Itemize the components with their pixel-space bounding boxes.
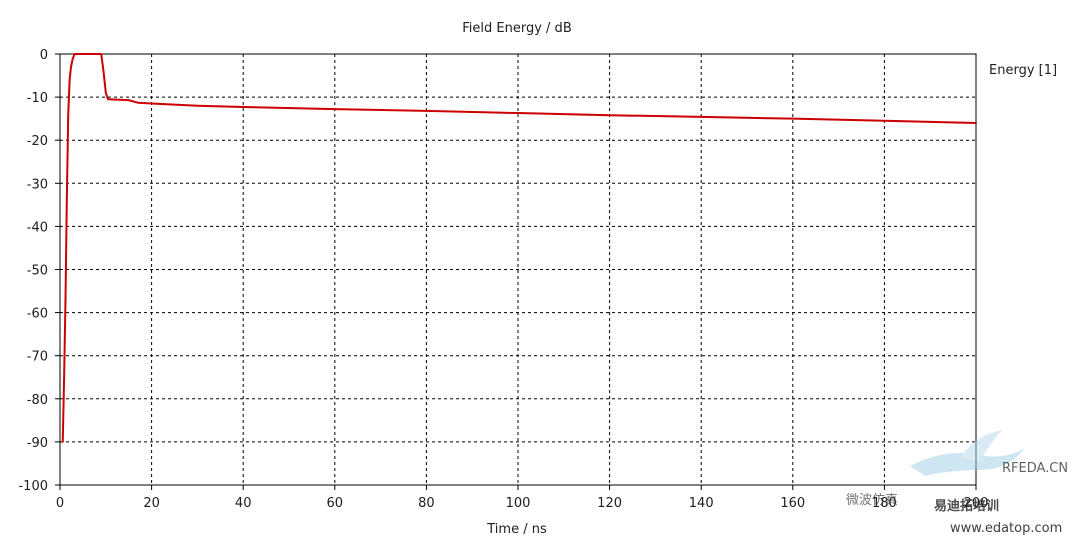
x-tick-label: 160 (780, 496, 805, 511)
y-tick-label: -100 (18, 479, 48, 494)
legend-entry-0: Energy [1] (989, 63, 1057, 78)
x-tick-label: 200 (964, 496, 989, 511)
watermark-url: www.edatop.com (950, 521, 1062, 536)
y-tick-label: -60 (27, 307, 48, 322)
y-tick-label: -40 (27, 220, 48, 235)
watermark-main: 易迪拓培训 (934, 498, 999, 514)
watermark: RFEDA.CN 微波仿真 易迪拓培训 www.edatop.com (846, 430, 1068, 536)
series-layer (61, 53, 977, 443)
x-tick-label: 180 (872, 496, 897, 511)
y-tick-label: -50 (27, 264, 48, 279)
y-tick-label: -30 (27, 177, 48, 192)
x-tick-label: 0 (56, 496, 64, 511)
x-tick-label: 140 (689, 496, 714, 511)
x-tick-label: 100 (506, 496, 531, 511)
x-tick-label: 60 (327, 496, 344, 511)
y-tick-label: -20 (27, 134, 48, 149)
x-tick-label: 120 (597, 496, 622, 511)
legend: Energy [1] (989, 63, 1057, 78)
y-axis-ticks: 0 -10 -20 -30 -40 -50 -60 -70 -80 -90 -100 (18, 48, 60, 494)
y-tick-label: -90 (27, 436, 48, 451)
y-tick-label: -70 (27, 350, 48, 365)
x-tick-label: 20 (143, 496, 160, 511)
x-axis-ticks: 0 20 40 60 80 100 120 140 160 180 200 (56, 485, 989, 511)
y-tick-label: 0 (40, 48, 48, 63)
y-tick-label: -80 (27, 393, 48, 408)
bird-logo (910, 430, 1025, 476)
y-tick-label: -10 (27, 91, 48, 106)
chart-title: Field Energy / dB (462, 21, 571, 36)
x-axis-label: Time / ns (486, 522, 547, 537)
x-tick-label: 80 (418, 496, 435, 511)
series-line-0 (61, 53, 977, 443)
watermark-rfeda: RFEDA.CN (1002, 461, 1068, 476)
grid-lines (60, 54, 976, 485)
x-tick-label: 40 (235, 496, 252, 511)
watermark-chinese-left: 微波仿真 (846, 493, 898, 508)
